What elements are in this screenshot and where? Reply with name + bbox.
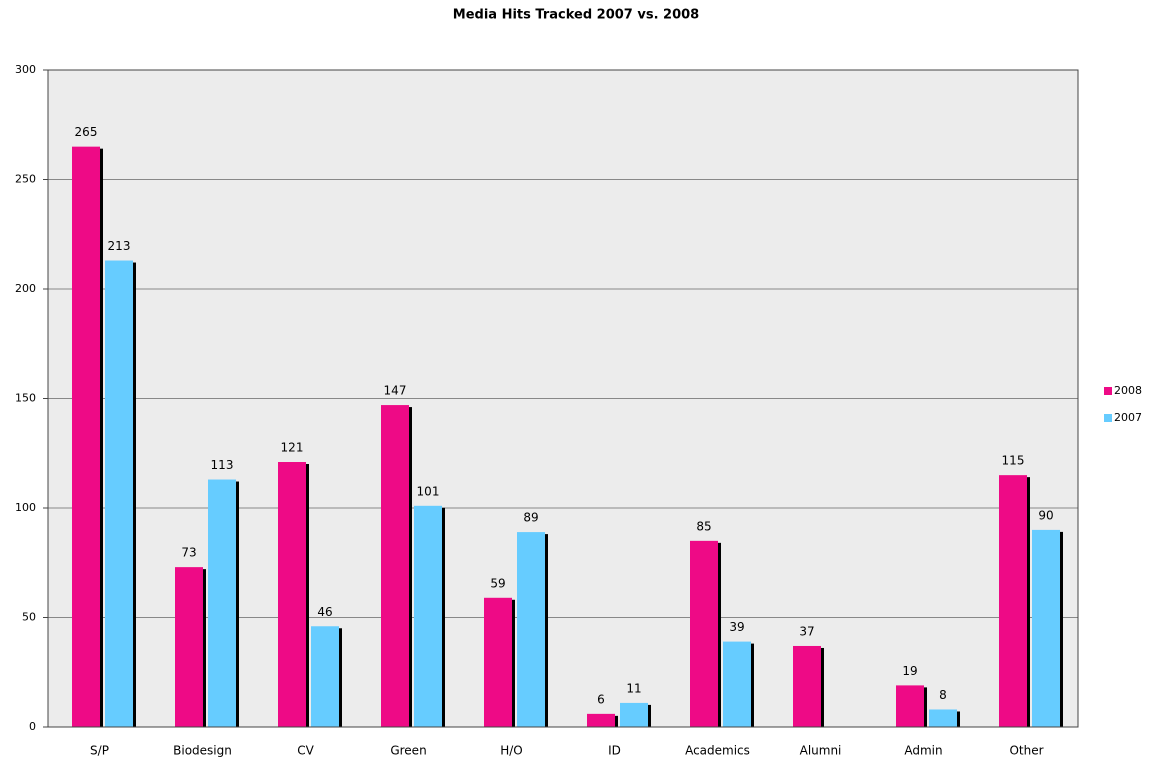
legend-swatch: [1104, 387, 1112, 395]
bar: [929, 709, 957, 727]
value-label: 19: [902, 664, 917, 678]
chart-title: Media Hits Tracked 2007 vs. 2008: [453, 8, 699, 23]
y-tick-label: 150: [15, 392, 36, 405]
bar: [999, 475, 1027, 727]
bar: [175, 567, 203, 727]
bar: [896, 685, 924, 727]
value-label: 73: [181, 546, 196, 560]
value-label: 265: [75, 125, 98, 139]
value-label: 8: [939, 688, 947, 702]
bar: [311, 626, 339, 727]
bar: [72, 146, 100, 727]
value-label: 113: [211, 458, 234, 472]
bar: [793, 645, 821, 727]
value-label: 6: [597, 692, 605, 706]
bar: [484, 597, 512, 727]
bar: [1032, 529, 1060, 727]
value-label: 115: [1002, 454, 1025, 468]
value-label: 59: [490, 576, 505, 590]
bar: [517, 532, 545, 727]
value-label: 89: [523, 511, 538, 525]
x-tick-label: Other: [1009, 744, 1043, 758]
value-label: 85: [696, 519, 711, 533]
y-tick-label: 0: [29, 720, 36, 733]
bar: [620, 702, 648, 727]
x-tick-label: S/P: [90, 744, 109, 758]
value-label: 37: [799, 624, 814, 638]
bar: [690, 540, 718, 727]
value-label: 147: [384, 384, 407, 398]
bars: [72, 146, 1063, 727]
y-tick-label: 100: [15, 501, 36, 514]
legend-swatch: [1104, 414, 1112, 422]
x-tick-label: Alumni: [800, 744, 842, 758]
x-tick-label: Biodesign: [173, 744, 232, 758]
value-label: 90: [1038, 508, 1053, 522]
x-tick-label: ID: [608, 744, 621, 758]
bar: [723, 641, 751, 727]
x-tick-label: Green: [390, 744, 426, 758]
legend-label: 2008: [1114, 384, 1142, 397]
value-label: 121: [281, 441, 304, 455]
value-label: 213: [108, 239, 131, 253]
bar: [208, 479, 236, 727]
bar: [587, 713, 615, 727]
x-tick-label: Admin: [904, 744, 942, 758]
bar: [381, 405, 409, 727]
y-tick-label: 250: [15, 173, 36, 186]
value-label: 101: [417, 484, 440, 498]
x-tick-label: CV: [297, 744, 314, 758]
bar: [414, 505, 442, 727]
legend-label: 2007: [1114, 411, 1142, 424]
x-tick-label: Academics: [685, 744, 750, 758]
bar: [278, 462, 306, 727]
y-tick-label: 200: [15, 282, 36, 295]
y-tick-label: 50: [22, 611, 36, 624]
value-label: 39: [729, 620, 744, 634]
x-tick-label: H/O: [500, 744, 523, 758]
y-tick-label: 300: [15, 63, 36, 76]
bar: [105, 260, 133, 727]
value-label: 11: [626, 681, 641, 695]
value-label: 46: [317, 605, 332, 619]
